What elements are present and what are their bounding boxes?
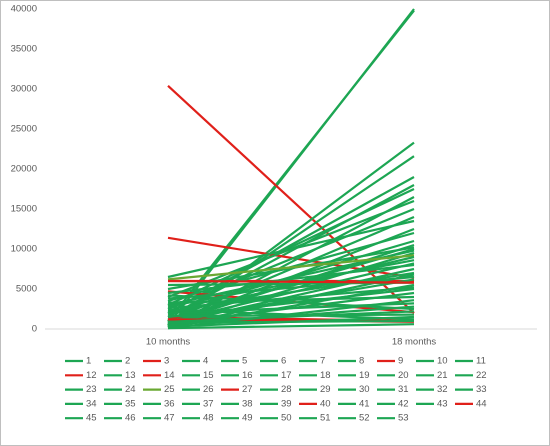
legend-label: 3 bbox=[164, 356, 169, 367]
legend-label: 51 bbox=[320, 413, 331, 424]
legend-label: 9 bbox=[398, 356, 403, 367]
legend-label: 24 bbox=[125, 384, 136, 395]
legend-label: 48 bbox=[203, 413, 214, 424]
series-line bbox=[167, 275, 415, 300]
series-line bbox=[167, 286, 415, 310]
series-line bbox=[167, 295, 415, 304]
legend-label: 43 bbox=[437, 398, 448, 409]
y-tick-label: 35000 bbox=[11, 44, 37, 55]
legend-label: 36 bbox=[164, 398, 175, 409]
y-tick-label: 25000 bbox=[11, 124, 37, 135]
series-line bbox=[167, 219, 415, 279]
legend-label: 20 bbox=[398, 370, 409, 381]
legend-label: 45 bbox=[86, 413, 97, 424]
series-line bbox=[167, 207, 415, 311]
legend-label: 39 bbox=[281, 398, 292, 409]
legend-label: 18 bbox=[320, 370, 331, 381]
x-tick-label: 18 months bbox=[392, 337, 437, 348]
legend-label: 5 bbox=[242, 356, 247, 367]
legend-label: 22 bbox=[476, 370, 487, 381]
legend-label: 29 bbox=[320, 384, 331, 395]
y-tick-label: 40000 bbox=[11, 4, 37, 15]
series-line bbox=[167, 319, 415, 324]
y-tick-label: 5000 bbox=[16, 284, 37, 295]
series-line bbox=[167, 279, 415, 284]
legend-label: 50 bbox=[281, 413, 292, 424]
legend-label: 42 bbox=[398, 398, 409, 409]
series-line bbox=[167, 323, 415, 330]
legend-label: 32 bbox=[437, 384, 448, 395]
legend-label: 4 bbox=[203, 356, 208, 367]
legend-label: 49 bbox=[242, 413, 253, 424]
legend-label: 41 bbox=[359, 398, 370, 409]
y-tick-label: 0 bbox=[32, 324, 37, 335]
series-line bbox=[167, 310, 415, 323]
legend-label: 16 bbox=[242, 370, 253, 381]
series-line bbox=[167, 263, 415, 295]
series-line bbox=[167, 236, 415, 279]
series-line bbox=[167, 294, 415, 311]
series-line bbox=[167, 9, 415, 322]
series-line bbox=[167, 308, 415, 321]
legend-label: 40 bbox=[320, 398, 331, 409]
x-tick-label: 10 months bbox=[146, 337, 191, 348]
legend-label: 8 bbox=[359, 356, 364, 367]
legend-label: 44 bbox=[476, 398, 487, 409]
legend-label: 28 bbox=[281, 384, 292, 395]
legend-label: 17 bbox=[281, 370, 292, 381]
series-line bbox=[167, 84, 415, 314]
legend-label: 13 bbox=[125, 370, 136, 381]
legend-label: 35 bbox=[125, 398, 136, 409]
legend-label: 19 bbox=[359, 370, 370, 381]
legend-label: 46 bbox=[125, 413, 136, 424]
y-tick-label: 30000 bbox=[11, 84, 37, 95]
legend-label: 15 bbox=[203, 370, 214, 381]
legend-label: 6 bbox=[281, 356, 286, 367]
legend-label: 1 bbox=[86, 356, 91, 367]
legend-label: 52 bbox=[359, 413, 370, 424]
legend-label: 14 bbox=[164, 370, 175, 381]
legend-label: 2 bbox=[125, 356, 130, 367]
legend-label: 26 bbox=[203, 384, 214, 395]
legend-label: 47 bbox=[164, 413, 175, 424]
legend-label: 33 bbox=[476, 384, 487, 395]
legend-label: 7 bbox=[320, 356, 325, 367]
legend-label: 27 bbox=[242, 384, 253, 395]
legend-label: 37 bbox=[203, 398, 214, 409]
legend-label: 10 bbox=[437, 356, 448, 367]
y-tick-label: 20000 bbox=[11, 164, 37, 175]
legend-label: 21 bbox=[437, 370, 448, 381]
legend-label: 12 bbox=[86, 370, 97, 381]
legend-label: 11 bbox=[476, 356, 486, 367]
legend-label: 38 bbox=[242, 398, 253, 409]
legend-label: 30 bbox=[359, 384, 370, 395]
legend-label: 23 bbox=[86, 384, 97, 395]
legend-label: 53 bbox=[398, 413, 409, 424]
legend-label: 25 bbox=[164, 384, 175, 395]
legend-label: 34 bbox=[86, 398, 97, 409]
series-line bbox=[167, 254, 415, 281]
legend-label: 31 bbox=[398, 384, 409, 395]
y-tick-label: 15000 bbox=[11, 204, 37, 215]
y-tick-label: 10000 bbox=[11, 244, 37, 255]
